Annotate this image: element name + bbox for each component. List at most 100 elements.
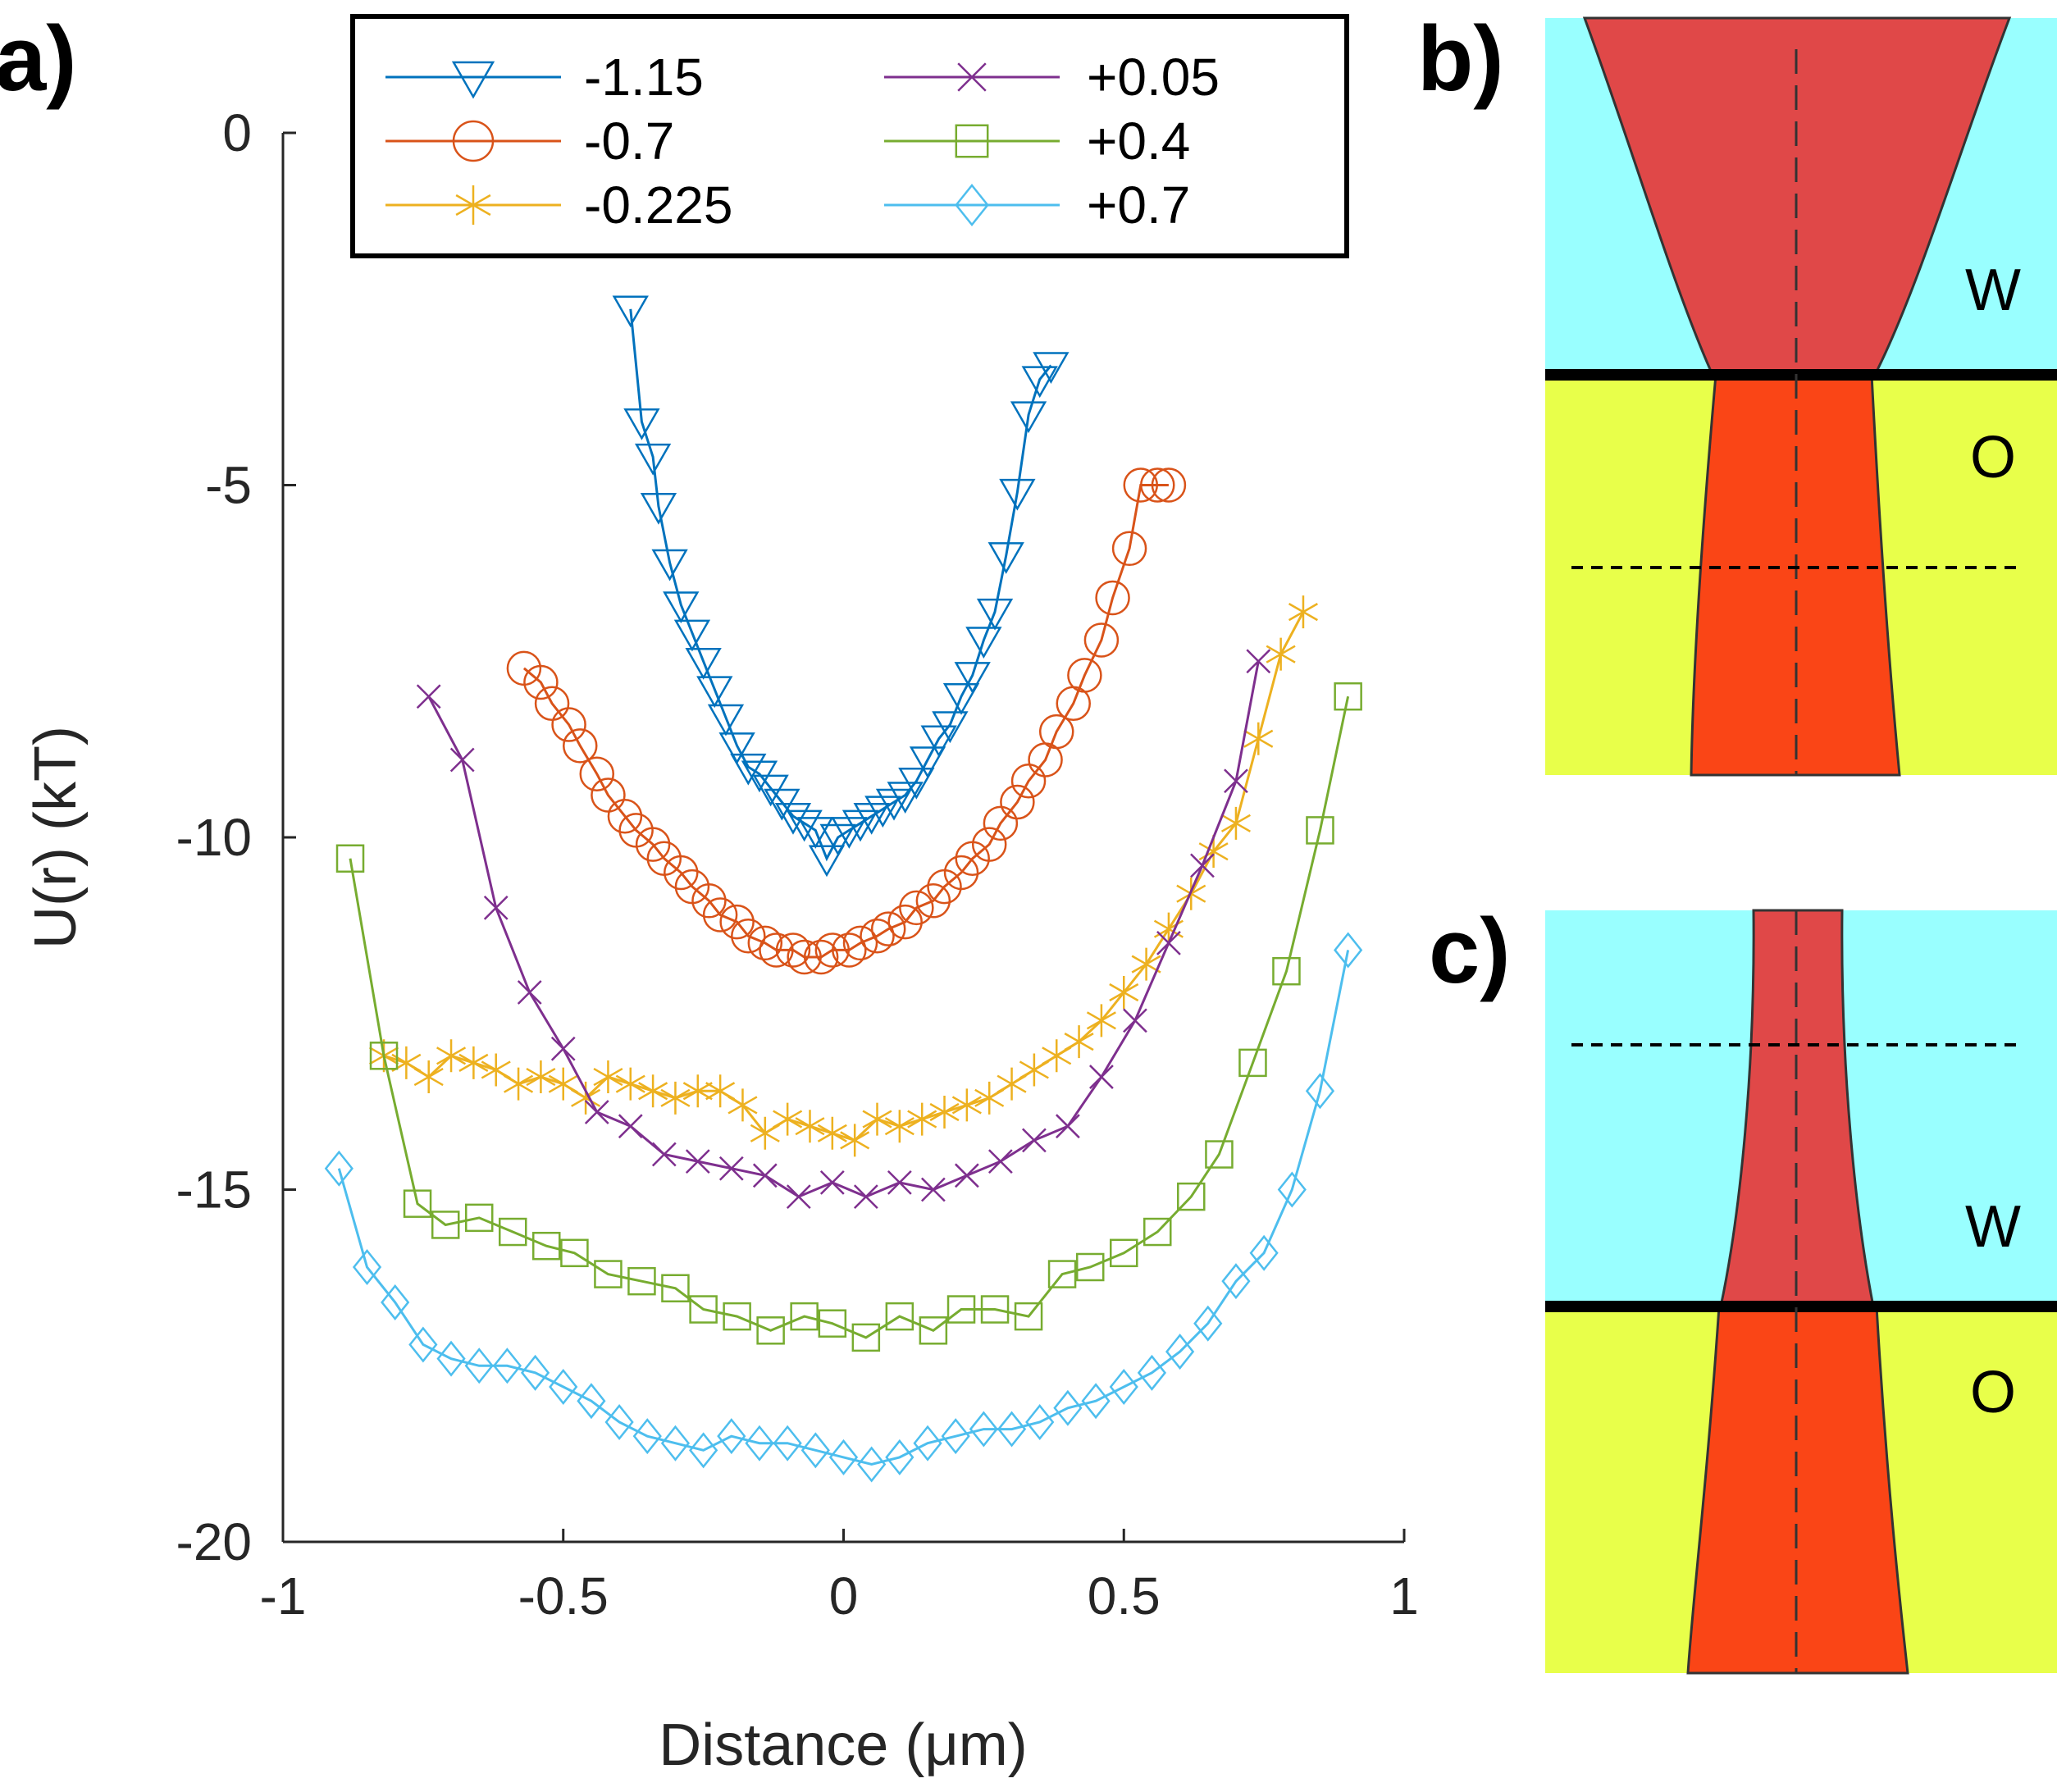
data-point <box>1151 467 1187 503</box>
data-point <box>1067 658 1102 693</box>
legend-label: +0.05 <box>1087 48 1220 107</box>
legend-item: -0.7 <box>385 112 674 171</box>
data-point <box>661 1274 690 1303</box>
data-point <box>627 1266 656 1296</box>
data-point <box>689 1432 718 1469</box>
data-point <box>702 897 738 932</box>
data-point <box>775 932 811 968</box>
data-point <box>719 904 755 940</box>
data-point <box>548 1067 578 1101</box>
data-point <box>381 1284 410 1320</box>
panel-label-b: b) <box>1417 7 1504 110</box>
data-point <box>1111 531 1147 567</box>
data-point <box>723 1302 751 1331</box>
panel-b-diagram: W O <box>1545 16 2057 777</box>
x-axis-title: Distance (μm) <box>659 1712 1028 1778</box>
data-point <box>786 809 823 842</box>
series-line <box>629 308 1052 862</box>
data-point <box>817 1116 847 1150</box>
data-point <box>756 1316 785 1345</box>
data-point <box>452 120 495 162</box>
data-point <box>673 619 711 652</box>
data-point <box>549 1369 578 1406</box>
data-point <box>759 932 794 968</box>
x-tick-label: 1 <box>1389 1566 1419 1626</box>
data-point <box>1137 1354 1167 1391</box>
data-point <box>483 896 509 920</box>
y-tick-label: -5 <box>205 456 252 515</box>
data-point <box>1110 1238 1138 1268</box>
data-point <box>955 183 989 227</box>
data-point <box>1047 1260 1077 1288</box>
legend-item: +0.7 <box>884 176 1190 235</box>
data-point <box>857 1446 887 1483</box>
data-point <box>464 1347 494 1384</box>
data-point <box>997 1067 1027 1101</box>
data-point <box>660 1425 691 1461</box>
data-point <box>1156 930 1181 955</box>
data-point <box>651 1142 677 1167</box>
data-point <box>571 1081 601 1115</box>
data-point <box>563 728 598 764</box>
data-point <box>531 1231 561 1261</box>
data-point <box>919 1316 948 1345</box>
data-point <box>632 1418 662 1455</box>
data-point <box>800 1432 830 1469</box>
data-point <box>431 1211 460 1239</box>
data-point <box>604 1403 634 1440</box>
panel-label-a: a) <box>0 7 77 110</box>
data-point <box>965 627 1002 659</box>
data-point <box>1266 637 1296 671</box>
data-point <box>352 1248 382 1285</box>
data-point <box>449 747 475 773</box>
legend-items: -1.15-0.7-0.225 +0.05+0.4+0.7 <box>385 48 1220 235</box>
data-point <box>696 676 733 709</box>
data-point <box>1272 956 1301 986</box>
data-point <box>1081 1383 1111 1420</box>
data-point <box>492 1347 522 1384</box>
droplet-oil-part-c <box>1686 1305 1909 1675</box>
data-point <box>534 686 570 722</box>
legend-label: +0.7 <box>1087 176 1190 235</box>
data-point <box>1095 580 1130 616</box>
x-tick-label: -1 <box>260 1566 307 1626</box>
y-tick-label: -10 <box>176 808 253 867</box>
series-line <box>383 611 1305 1142</box>
data-point <box>997 1411 1027 1448</box>
data-point <box>987 542 1024 574</box>
x-tick-label: 0.5 <box>1088 1566 1161 1626</box>
data-point <box>607 798 643 834</box>
panel-c-diagram: W O <box>1545 909 2057 1675</box>
series-group <box>324 295 1363 1483</box>
data-point <box>913 1425 942 1461</box>
data-point <box>691 883 727 919</box>
data-point <box>907 1102 937 1136</box>
data-point <box>1014 1302 1043 1331</box>
data-point <box>1177 1182 1206 1211</box>
data-point <box>664 855 699 891</box>
data-point <box>685 648 722 680</box>
series-3 <box>416 649 1271 1209</box>
data-point <box>752 1163 778 1188</box>
data-point <box>451 61 495 99</box>
legend-label: -0.7 <box>584 112 674 171</box>
legend-box <box>350 14 1349 258</box>
data-point <box>660 1081 691 1115</box>
data-point <box>1056 1114 1080 1139</box>
data-point <box>1246 649 1271 674</box>
data-point <box>1000 784 1035 820</box>
data-point <box>887 904 923 940</box>
data-point <box>416 684 441 709</box>
data-point <box>932 711 969 744</box>
water-label-c: W <box>1965 1194 2021 1260</box>
data-point <box>413 1060 444 1094</box>
data-point <box>730 753 767 786</box>
data-point <box>455 185 491 225</box>
legend-label: -1.15 <box>584 48 704 107</box>
data-point <box>920 1177 946 1202</box>
data-point <box>929 1096 960 1129</box>
data-point <box>969 1411 998 1448</box>
y-tick-label: -15 <box>176 1160 253 1220</box>
data-point <box>638 1074 668 1108</box>
data-point <box>1021 366 1058 399</box>
